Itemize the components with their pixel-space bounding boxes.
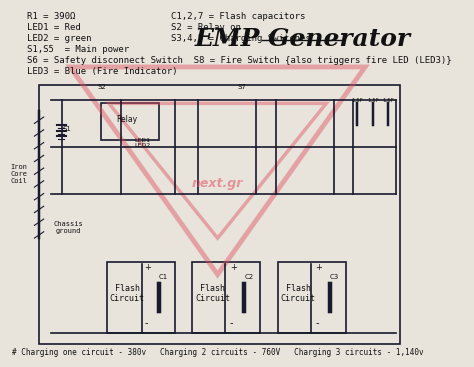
Text: +: + bbox=[145, 264, 151, 272]
Text: Flash
Circuit: Flash Circuit bbox=[281, 284, 316, 304]
Text: LED3 = Blue (Fire Indicator): LED3 = Blue (Fire Indicator) bbox=[27, 67, 178, 76]
Text: S3,4,5 = Charging Switches: S3,4,5 = Charging Switches bbox=[171, 34, 311, 43]
Text: +: + bbox=[315, 264, 322, 272]
Text: Relay: Relay bbox=[116, 115, 137, 124]
Text: R1 = 390Ω: R1 = 390Ω bbox=[27, 12, 76, 21]
Text: C1,2,7 = Flash capacitors: C1,2,7 = Flash capacitors bbox=[171, 12, 305, 21]
Text: -: - bbox=[230, 318, 233, 328]
Text: S2 = Relay on: S2 = Relay on bbox=[171, 23, 241, 32]
Text: next.gr: next.gr bbox=[192, 177, 243, 190]
Text: Iron
Core
Coil: Iron Core Coil bbox=[10, 164, 27, 184]
Text: Chassis
ground: Chassis ground bbox=[53, 221, 83, 234]
Text: S7: S7 bbox=[237, 84, 246, 90]
Text: S6 = Safety disconnect Switch  S8 = Fire Switch {also triggers fire LED (LED3)}: S6 = Safety disconnect Switch S8 = Fire … bbox=[27, 56, 452, 65]
Text: LED1: LED1 bbox=[134, 138, 150, 143]
Text: 1.5F: 1.5F bbox=[351, 98, 363, 102]
Text: 1.5F: 1.5F bbox=[383, 98, 394, 102]
Text: # Charging one circuit - 380v   Charging 2 circuits - 760V   Charging 3 circuits: # Charging one circuit - 380v Charging 2… bbox=[12, 348, 423, 356]
Text: LED2: LED2 bbox=[134, 143, 150, 148]
Text: S1,S5  = Main power: S1,S5 = Main power bbox=[27, 45, 129, 54]
Text: S2: S2 bbox=[97, 84, 106, 90]
Text: C1: C1 bbox=[159, 274, 168, 280]
Bar bbox=[107, 262, 175, 333]
Bar bbox=[101, 103, 159, 140]
Text: S1: S1 bbox=[63, 126, 71, 132]
Text: C2: C2 bbox=[245, 274, 254, 280]
Text: -: - bbox=[315, 318, 319, 328]
Bar bbox=[192, 262, 260, 333]
Text: -: - bbox=[145, 318, 148, 328]
Text: C3: C3 bbox=[330, 274, 339, 280]
Text: LED2 = green: LED2 = green bbox=[27, 34, 92, 43]
Text: Flash
Circuit: Flash Circuit bbox=[195, 284, 230, 304]
Text: EMP Generator: EMP Generator bbox=[195, 27, 411, 51]
Text: LED1 = Red: LED1 = Red bbox=[27, 23, 81, 32]
Bar bbox=[39, 85, 400, 344]
Text: Flash
Circuit: Flash Circuit bbox=[110, 284, 145, 304]
Bar bbox=[278, 262, 346, 333]
Text: 1.5F: 1.5F bbox=[367, 98, 379, 102]
Text: +: + bbox=[230, 264, 237, 272]
